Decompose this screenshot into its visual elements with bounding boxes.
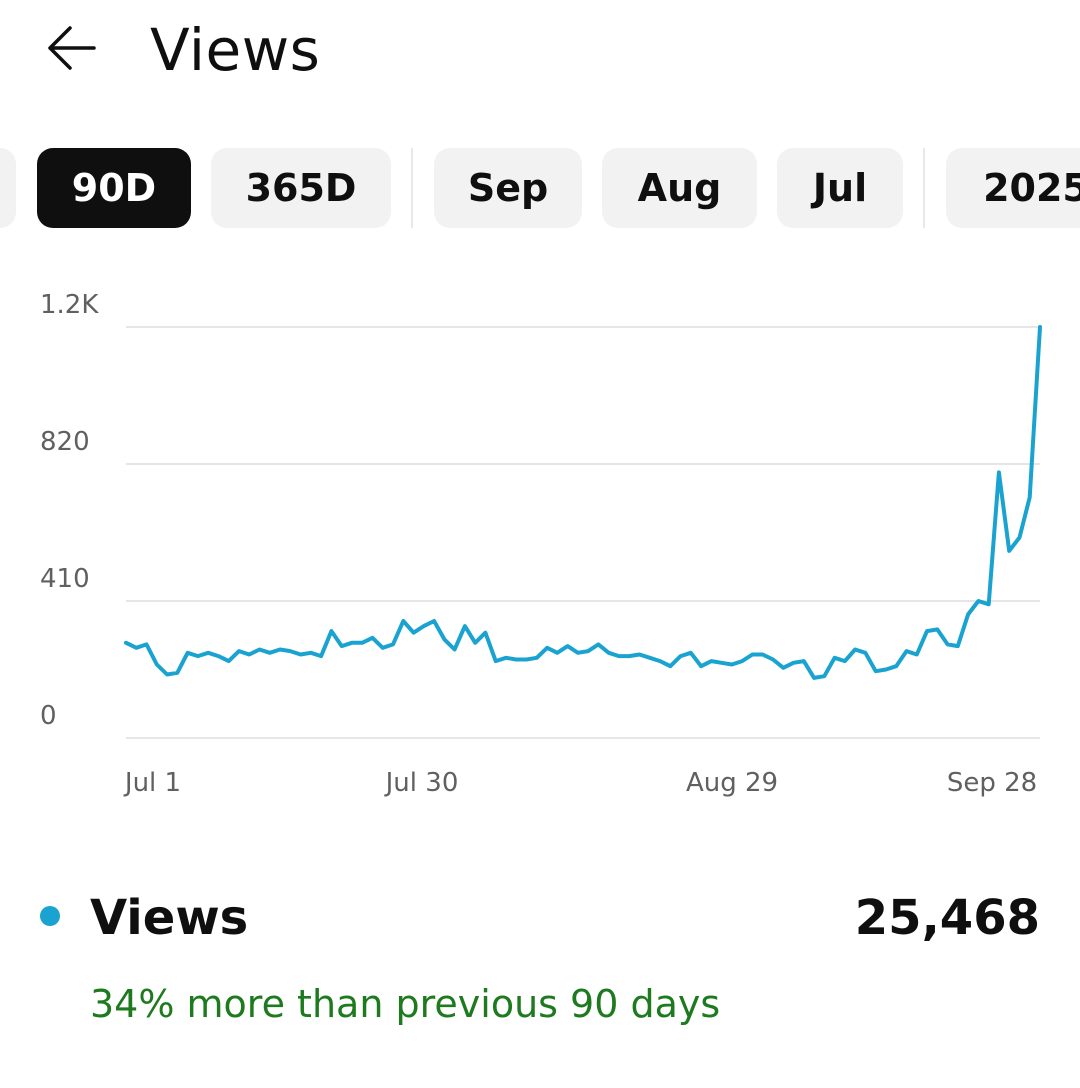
y-tick-label: 1.2K	[40, 290, 99, 320]
views-line-chart: 0 410 820 1.2K Jul 1 Jul 30 Aug 29 Sep 28	[40, 290, 1042, 798]
x-tick-label: Aug 29	[686, 768, 778, 798]
back-button[interactable]	[38, 18, 104, 78]
arrow-left-icon	[48, 26, 96, 70]
legend-total: 25,468	[854, 890, 1040, 946]
header: Views	[0, 0, 1080, 110]
chip-aug[interactable]: Aug	[602, 148, 757, 228]
x-tick-label: Sep 28	[947, 768, 1037, 798]
chip-90d[interactable]: 90D	[37, 148, 191, 228]
x-tick-label: Jul 30	[384, 768, 459, 798]
period-chip-bar[interactable]: 90D 365D Sep Aug Jul 2025	[0, 148, 1080, 229]
chip-2025[interactable]: 2025	[946, 148, 1080, 228]
x-tick-label: Jul 1	[123, 768, 181, 798]
legend-dot	[40, 906, 60, 926]
chip-partial[interactable]	[0, 148, 16, 228]
y-tick-label: 0	[40, 701, 57, 731]
comparison-text: 34% more than previous 90 days	[90, 982, 721, 1026]
y-tick-label: 410	[40, 564, 90, 594]
chip-365d[interactable]: 365D	[211, 148, 391, 228]
chip-sep[interactable]: Sep	[434, 148, 582, 228]
chip-divider	[411, 148, 413, 228]
views-chart: 0 410 820 1.2K Jul 1 Jul 30 Aug 29 Sep 28	[0, 290, 1080, 820]
page-title: Views	[150, 16, 321, 84]
legend-label: Views	[90, 890, 249, 946]
chip-divider	[923, 148, 925, 228]
series-line-views	[124, 325, 1042, 680]
y-tick-label: 820	[40, 427, 90, 457]
chip-jul[interactable]: Jul	[777, 148, 903, 228]
